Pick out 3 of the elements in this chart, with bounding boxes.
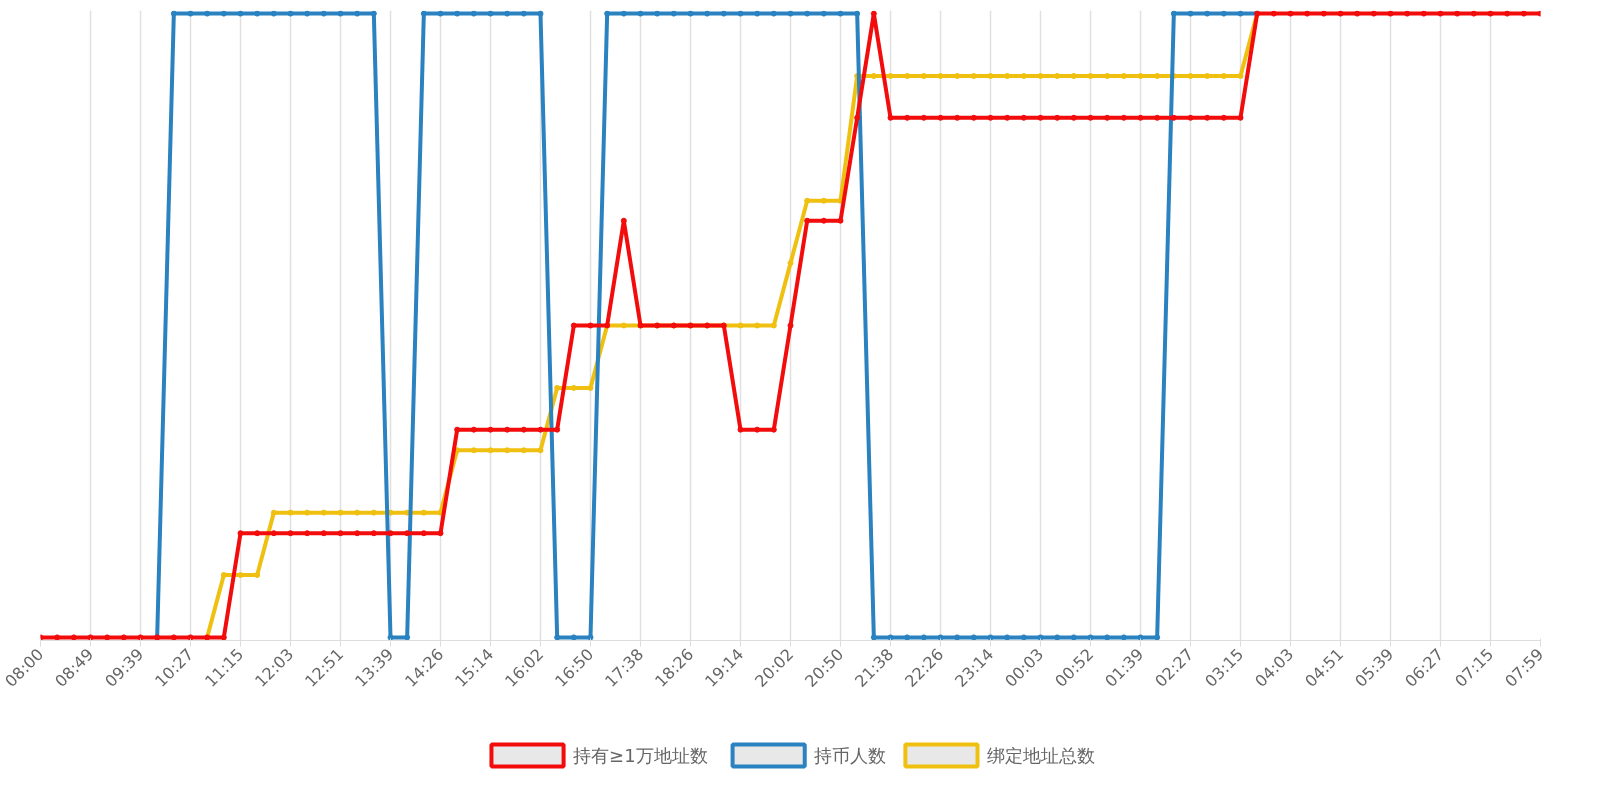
legend-label: 持币人数 [814, 745, 887, 766]
legend-label: 绑定地址总数 [987, 745, 1096, 766]
legend-label: 持有≥1万地址数 [573, 745, 708, 766]
